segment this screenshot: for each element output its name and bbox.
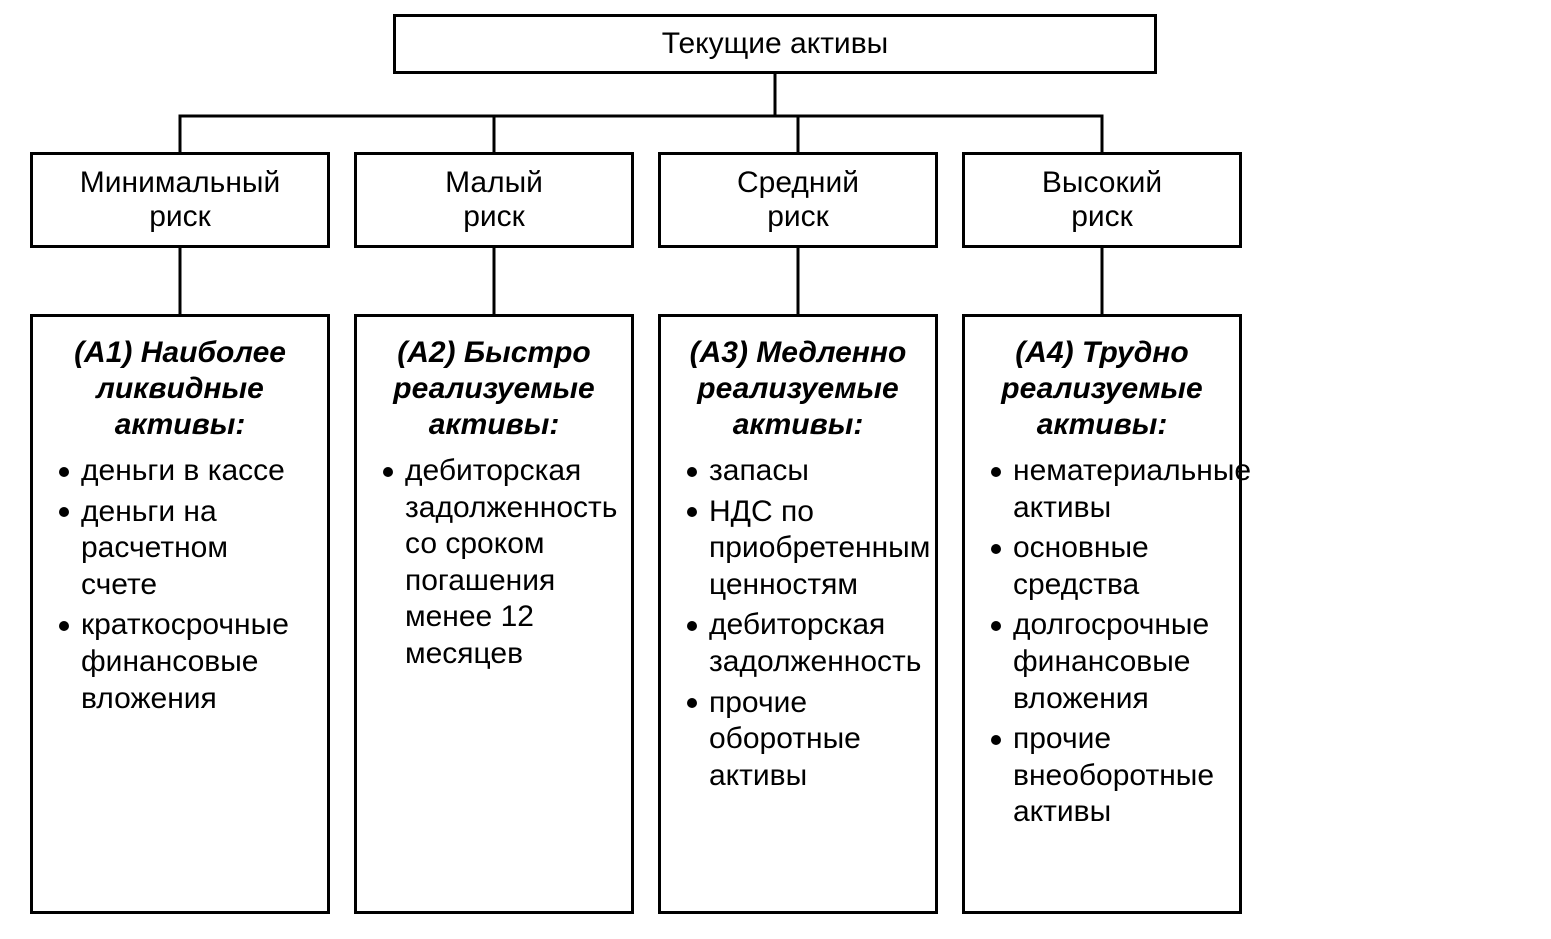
- detail-node: (А2) Быстро реализуемые активы:дебиторск…: [354, 314, 634, 914]
- list-item: краткосрочные финансовые вложения: [53, 607, 307, 717]
- list-item: основные средства: [985, 530, 1219, 603]
- detail-list: дебиторская задолженность со сроком пога…: [377, 453, 611, 673]
- risk-label-line1: Высокий: [1042, 166, 1162, 201]
- list-item: запасы: [681, 453, 915, 490]
- detail-list: запасы НДС по приобретенным ценностямдеби…: [681, 453, 915, 794]
- diagram-stage: Текущие активы МинимальныйрискМалыйрискС…: [0, 0, 1551, 939]
- list-item: НДС по приобретенным ценностям: [681, 494, 915, 604]
- detail-node: (А3) Медленно реализуемые активы: запасы Н…: [658, 314, 938, 914]
- detail-heading: (А1) Наиболее ликвидные активы:: [53, 335, 307, 443]
- root-node: Текущие активы: [393, 14, 1157, 74]
- list-item: нематериальные активы: [985, 453, 1219, 526]
- list-item: деньги на расчетном счете: [53, 494, 307, 604]
- risk-label-line2: риск: [463, 200, 525, 235]
- risk-label-line1: Минимальный: [80, 166, 280, 201]
- risk-label-line2: риск: [149, 200, 211, 235]
- list-item: дебиторская задолженность со сроком пога…: [377, 453, 611, 673]
- detail-node: (А4) Трудно реализуемые активы:нематериа…: [962, 314, 1242, 914]
- list-item: дебиторская задолженность: [681, 607, 915, 680]
- risk-label-line1: Малый: [445, 166, 543, 201]
- detail-heading: (А2) Быстро реализуемые активы:: [377, 335, 611, 443]
- risk-node: Минимальныйриск: [30, 152, 330, 248]
- detail-heading: (А3) Медленно реализуемые активы:: [681, 335, 915, 443]
- risk-label-line2: риск: [767, 200, 829, 235]
- detail-heading: (А4) Трудно реализуемые активы:: [985, 335, 1219, 443]
- list-item: долгосрочные финансовые вложения: [985, 607, 1219, 717]
- list-item: деньги в кассе: [53, 453, 307, 490]
- risk-node: Высокийриск: [962, 152, 1242, 248]
- risk-label-line2: риск: [1071, 200, 1133, 235]
- root-label: Текущие активы: [662, 27, 888, 62]
- risk-label-line1: Средний: [737, 166, 859, 201]
- list-item: прочие оборотные активы: [681, 685, 915, 795]
- risk-node: Среднийриск: [658, 152, 938, 248]
- list-item: прочие внеоборотные активы: [985, 721, 1219, 831]
- risk-node: Малыйриск: [354, 152, 634, 248]
- detail-list: нематериальные активыосновные средствадо…: [985, 453, 1219, 831]
- detail-list: деньги в кассе деньги на расчетном счетек…: [53, 453, 307, 717]
- detail-node: (А1) Наиболее ликвидные активы:деньги в …: [30, 314, 330, 914]
